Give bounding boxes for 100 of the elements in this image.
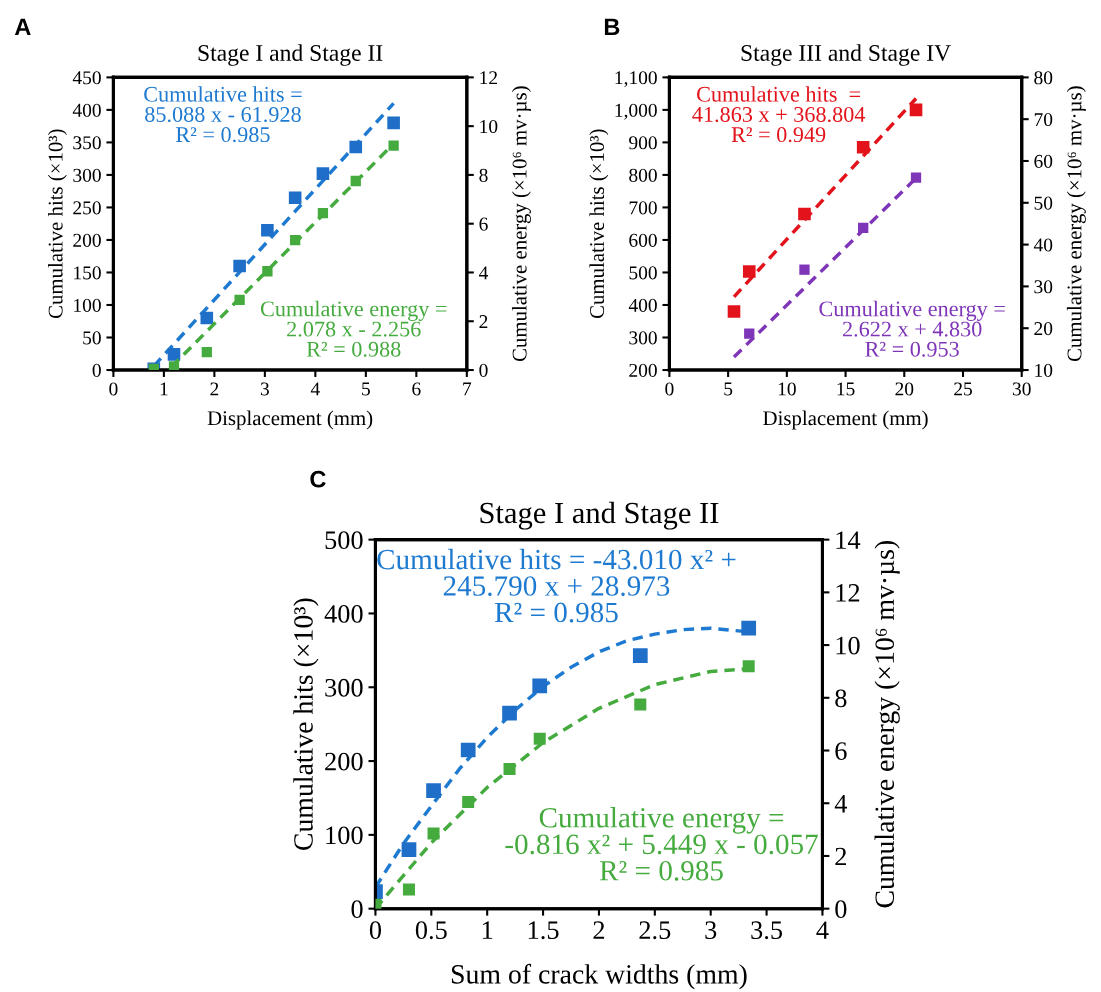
y-tick-label: 300 bbox=[325, 678, 363, 697]
y-tick-label: 0 bbox=[92, 363, 101, 377]
x-tick-label: 5 bbox=[362, 382, 370, 396]
y-tick-label: 0 bbox=[351, 900, 363, 919]
point bbox=[288, 191, 302, 204]
series-label: Cumulative energy = -0.816 x² + 5.449 x - 0.057 R² = 0.985 bbox=[505, 807, 818, 881]
y-axis-title: Cumulative hits (×10³) bbox=[293, 598, 319, 850]
y-tick-label: 1,100 bbox=[615, 71, 657, 88]
y2-tick-label: 2 bbox=[835, 847, 846, 866]
y2-tick-label: 70 bbox=[1034, 113, 1053, 127]
series-label: Cumulative energy = 2.078 x - 2.256 R² = 0.988 bbox=[260, 300, 447, 357]
point bbox=[388, 140, 399, 151]
x-tick-label: 6 bbox=[412, 382, 421, 396]
y2-tick-label: 0 bbox=[479, 363, 488, 377]
point bbox=[858, 222, 869, 234]
y2-tick-label: 60 bbox=[1034, 154, 1053, 168]
y2-tick-label: 10 bbox=[1035, 363, 1053, 377]
point bbox=[168, 361, 180, 371]
y2-tick-label: 4 bbox=[479, 266, 489, 280]
point bbox=[462, 795, 475, 808]
chart-title: Stage I and Stage II bbox=[198, 44, 383, 66]
y-tick-label: 200 bbox=[73, 233, 101, 247]
point bbox=[317, 208, 329, 219]
y-tick-label: 250 bbox=[73, 201, 101, 215]
x-axis-title: Displacement (mm) bbox=[207, 410, 373, 430]
point bbox=[387, 116, 400, 130]
y2-tick-label: 2 bbox=[479, 315, 488, 328]
point bbox=[460, 742, 476, 758]
x-tick-label: 2 bbox=[210, 382, 219, 396]
y2-tick-label: 80 bbox=[1034, 71, 1053, 85]
x-tick-label: 1 bbox=[160, 382, 168, 396]
y2-tick-label: 20 bbox=[1034, 322, 1053, 336]
point bbox=[798, 207, 811, 221]
chart-title: Stage III and Stage IV bbox=[741, 44, 951, 66]
series-label: Cumulative hits = 41.863 x + 368.804 R² = 0.949 bbox=[692, 86, 866, 143]
point bbox=[262, 266, 273, 277]
x-tick-label: 25 bbox=[954, 382, 972, 396]
x-tick-label: 5 bbox=[724, 382, 733, 396]
y-axis-title: Cumulative hits (×10³) bbox=[47, 129, 67, 319]
point bbox=[503, 762, 516, 775]
y-tick-label: 100 bbox=[326, 826, 363, 845]
point bbox=[350, 175, 361, 187]
y-tick-label: 150 bbox=[74, 266, 101, 280]
x-tick-label: 0 bbox=[369, 921, 382, 940]
point bbox=[632, 648, 648, 663]
point bbox=[910, 172, 922, 183]
y2-tick-label: 50 bbox=[1034, 196, 1053, 210]
x-tick-label: 0 bbox=[665, 382, 674, 396]
x-tick-label: 10 bbox=[778, 382, 796, 396]
y-tick-label: 350 bbox=[73, 136, 101, 150]
point bbox=[856, 140, 870, 154]
x-tick-label: 20 bbox=[895, 382, 914, 396]
y2-tick-label: 6 bbox=[479, 217, 488, 231]
y2-tick-label: 8 bbox=[835, 689, 847, 708]
y-tick-label: 300 bbox=[73, 168, 101, 182]
x-tick-label: 3 bbox=[260, 382, 269, 396]
y-tick-label: 400 bbox=[628, 298, 657, 312]
y-tick-label: 900 bbox=[629, 136, 657, 150]
y-axis-title: Cumulative hits (×10³) bbox=[589, 129, 609, 319]
x-tick-label: 15 bbox=[837, 382, 855, 396]
series-label: Cumulative energy = 2.622 x + 4.830 R² = 0.953 bbox=[819, 300, 1005, 357]
y-tick-label: 400 bbox=[324, 605, 363, 623]
y2-axis-title: Cumulative energy (×10⁶ mv·µs) bbox=[1066, 86, 1086, 362]
y-tick-label: 500 bbox=[629, 266, 657, 280]
y-tick-label: 300 bbox=[629, 331, 657, 345]
x-tick-label: 1 bbox=[482, 921, 493, 939]
y2-tick-label: 0 bbox=[835, 900, 847, 919]
x-tick-label: 30 bbox=[1012, 382, 1031, 396]
point bbox=[533, 732, 546, 745]
point bbox=[201, 347, 212, 358]
x-tick-label: 2.5 bbox=[639, 921, 671, 940]
point bbox=[402, 883, 415, 896]
y2-axis-title: Cumulative energy (×10⁶ mv·µs) bbox=[874, 541, 900, 908]
point bbox=[909, 103, 923, 117]
x-tick-label: 3.5 bbox=[751, 921, 783, 940]
text: C bbox=[310, 470, 326, 488]
point bbox=[316, 167, 330, 180]
chart-title: Stage I and Stage II bbox=[480, 501, 719, 530]
x-tick-label: 2 bbox=[593, 921, 605, 939]
x-axis-title: Sum of crack widths (mm) bbox=[451, 963, 747, 990]
point bbox=[234, 294, 245, 305]
y2-tick-label: 40 bbox=[1033, 238, 1053, 252]
y2-axis-title: Cumulative energy (×10⁶ mv·µs) bbox=[511, 86, 531, 362]
y-tick-label: 700 bbox=[629, 201, 657, 215]
point bbox=[741, 620, 757, 636]
x-tick-label: 7 bbox=[463, 382, 472, 396]
y2-tick-label: 30 bbox=[1034, 280, 1053, 294]
y2-tick-label: 12 bbox=[836, 584, 860, 602]
y-tick-label: 1,000 bbox=[615, 103, 657, 120]
point bbox=[502, 705, 517, 721]
y-tick-label: 100 bbox=[74, 298, 101, 312]
y-tick-label: 200 bbox=[629, 363, 657, 377]
point bbox=[349, 140, 363, 154]
point bbox=[799, 264, 810, 275]
point bbox=[261, 223, 274, 237]
point bbox=[742, 660, 755, 673]
y2-tick-label: 12 bbox=[480, 71, 497, 85]
point bbox=[401, 842, 417, 857]
x-tick-label: 0.5 bbox=[415, 921, 447, 940]
y2-tick-label: 8 bbox=[479, 168, 488, 182]
